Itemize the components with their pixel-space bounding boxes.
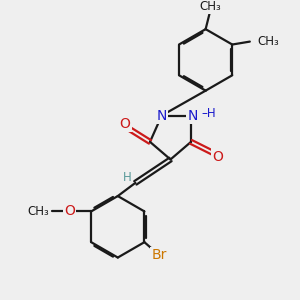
Text: Br: Br: [152, 248, 167, 262]
Text: CH₃: CH₃: [27, 205, 49, 218]
Text: N: N: [187, 109, 198, 122]
Text: O: O: [212, 149, 223, 164]
Text: O: O: [64, 204, 75, 218]
Text: CH₃: CH₃: [199, 0, 221, 13]
Text: H: H: [123, 170, 131, 184]
Text: CH₃: CH₃: [257, 35, 279, 48]
Text: O: O: [120, 117, 130, 131]
Text: N: N: [157, 109, 167, 122]
Text: –H: –H: [202, 107, 217, 120]
